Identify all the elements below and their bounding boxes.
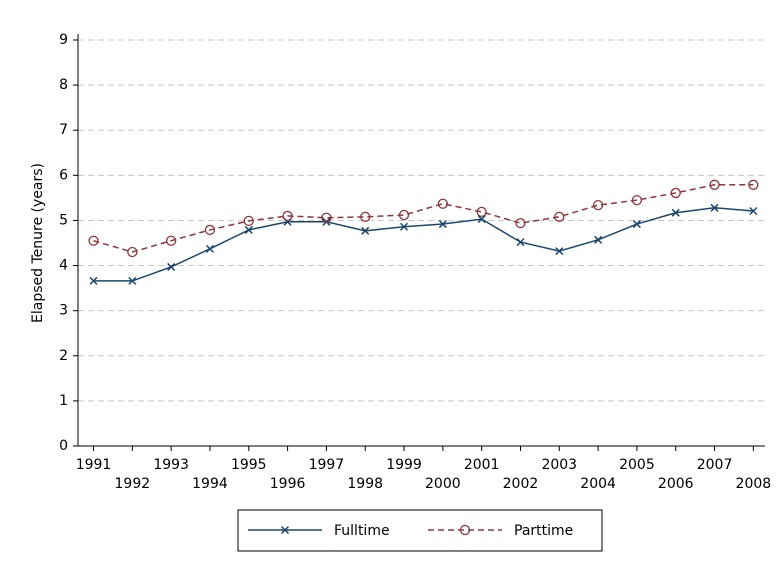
data-point (631, 194, 643, 206)
data-point (476, 206, 487, 218)
data-point (555, 247, 564, 256)
x-tick-label: 2004 (580, 476, 616, 492)
x-tick-label: 1996 (270, 476, 306, 492)
data-point (88, 235, 99, 246)
x-tick-label: 1998 (347, 476, 383, 492)
x-tick-label: 1999 (386, 457, 422, 473)
y-tick-label: 3 (59, 303, 68, 319)
data-point (516, 238, 525, 247)
data-point (282, 210, 293, 222)
data-point (167, 262, 176, 271)
data-point (748, 179, 759, 190)
y-tick-label: 4 (59, 258, 68, 274)
x-tick-label: 1992 (115, 476, 151, 492)
x-tick-label: 1995 (231, 457, 267, 473)
data-point (554, 211, 565, 222)
y-tick-label: 0 (59, 438, 68, 454)
x-tick-label: 2005 (619, 457, 655, 473)
data-point (398, 209, 410, 221)
data-point (709, 179, 720, 190)
data-point (204, 224, 216, 236)
x-tick-label: 2001 (464, 457, 500, 473)
series-line (93, 207, 754, 282)
y-axis-label: Elapsed Tenure (years) (30, 163, 46, 323)
x-tick-label: 2000 (425, 476, 461, 492)
data-point (243, 215, 254, 227)
data-point (438, 220, 447, 229)
data-point (127, 246, 138, 258)
x-tick-label: 2006 (658, 476, 694, 492)
x-tick-label: 1991 (76, 457, 112, 473)
x-tick-label: 2003 (541, 457, 577, 473)
series-line (93, 184, 754, 253)
x-tick-label: 1993 (153, 457, 189, 473)
legend-marker (459, 524, 471, 536)
y-tick-label: 5 (59, 212, 68, 228)
data-point (166, 235, 177, 246)
data-point (244, 225, 253, 234)
legend-label: Fulltime (334, 523, 390, 539)
data-point (515, 218, 526, 229)
data-point (671, 208, 680, 217)
legend-marker (280, 525, 290, 535)
y-tick-label: 1 (59, 393, 68, 409)
data-point (632, 220, 641, 229)
x-tick-label: 2008 (736, 476, 772, 492)
y-tick-label: 8 (59, 77, 68, 93)
legend: Fulltime Parttime (237, 509, 603, 552)
data-point (670, 187, 681, 199)
data-point (400, 222, 409, 231)
data-point (360, 211, 371, 222)
x-tick-label: 2007 (697, 457, 733, 473)
data-point (749, 206, 758, 216)
data-point (89, 276, 98, 285)
x-tick-label: 2002 (503, 476, 539, 492)
y-tick-label: 2 (59, 348, 68, 364)
data-point (437, 198, 448, 209)
legend-label: Parttime (514, 523, 573, 539)
data-point (128, 276, 137, 285)
data-point (592, 199, 604, 211)
y-tick-label: 9 (59, 32, 68, 48)
x-tick-label: 1997 (309, 457, 345, 473)
y-tick-label: 7 (59, 122, 68, 138)
data-point (594, 235, 603, 244)
data-point (361, 226, 370, 235)
data-point (710, 203, 719, 212)
data-point (321, 212, 332, 223)
y-tick-label: 6 (59, 167, 68, 183)
data-point (477, 215, 486, 224)
x-tick-label: 1994 (192, 476, 228, 492)
data-point (205, 244, 214, 253)
